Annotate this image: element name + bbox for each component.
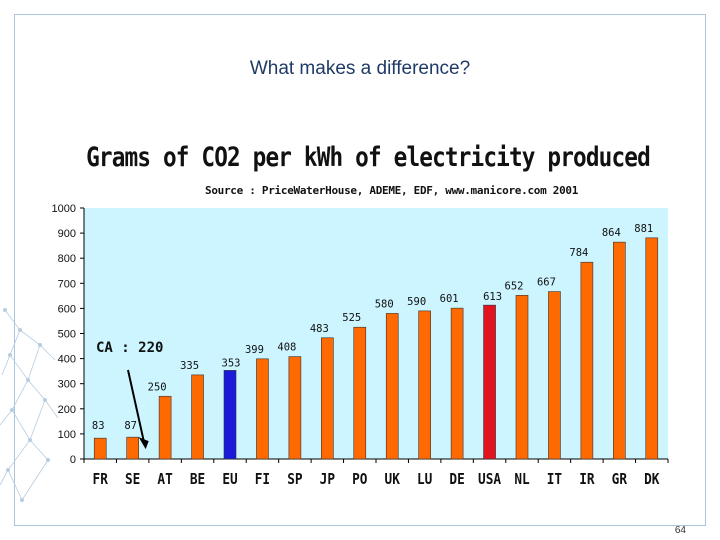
- bar-sp: [288, 356, 302, 460]
- category-label-sp: SP: [287, 471, 302, 488]
- bar-uk: [385, 313, 399, 460]
- bar-de: [450, 307, 464, 460]
- slide-frame: [14, 14, 706, 526]
- category-label-se: SE: [125, 471, 140, 488]
- data-label-at: 250: [148, 381, 167, 393]
- bar-eu: [223, 370, 237, 460]
- data-label-nl: 652: [505, 280, 524, 292]
- slide-title: What makes a difference?: [249, 58, 471, 79]
- category-label-lu: LU: [417, 471, 432, 488]
- y-tick-label: 200: [58, 404, 76, 416]
- data-label-ir: 784: [569, 247, 588, 259]
- y-tick-label: 100: [58, 429, 76, 441]
- decorative-network-graphic: [0, 308, 59, 502]
- bar-usa: [483, 304, 496, 460]
- category-label-jp: JP: [320, 471, 335, 488]
- bar-ir: [580, 261, 594, 460]
- data-label-se: 87: [124, 420, 137, 432]
- data-label-po: 525: [342, 312, 361, 324]
- bar-it: [548, 291, 561, 460]
- annotation-arrow-head: [138, 437, 149, 450]
- category-label-it: IT: [547, 471, 562, 488]
- bar-at: [158, 395, 172, 460]
- data-label-it: 667: [537, 277, 556, 289]
- category-label-po: PO: [352, 471, 367, 488]
- data-label-uk: 580: [375, 298, 394, 310]
- y-tick-label: 300: [58, 379, 76, 391]
- data-label-de: 601: [440, 293, 459, 305]
- data-label-lu: 590: [407, 296, 426, 308]
- category-label-nl: NL: [514, 471, 529, 488]
- category-label-eu: EU: [222, 471, 237, 488]
- chart-subtitle: Source : PriceWaterHouse, ADEME, EDF, ww…: [205, 184, 579, 197]
- category-label-fr: FR: [93, 471, 109, 488]
- y-tick-label: 400: [58, 354, 76, 366]
- bar-be: [191, 374, 204, 460]
- y-tick-label: 700: [58, 278, 76, 290]
- y-tick-label: 500: [58, 329, 76, 341]
- plot-background: [84, 208, 668, 459]
- bar-fi: [256, 358, 269, 460]
- data-label-usa: 613: [483, 291, 502, 303]
- annotation-text: CA : 220: [96, 340, 163, 356]
- data-label-dk: 881: [634, 223, 653, 235]
- data-label-sp: 408: [277, 342, 296, 354]
- category-label-dk: DK: [644, 471, 660, 488]
- chart-title: Grams of CO2 per kWh of electricity prod…: [86, 142, 651, 173]
- page-number: 64: [674, 525, 686, 536]
- data-label-fr: 83: [92, 420, 105, 432]
- category-label-be: BE: [190, 471, 205, 488]
- data-label-eu: 353: [222, 357, 241, 369]
- category-label-usa: USA: [478, 471, 502, 488]
- data-label-be: 335: [180, 360, 199, 372]
- bar-jp: [321, 337, 334, 460]
- category-label-ir: IR: [579, 471, 595, 488]
- category-label-de: DE: [449, 471, 464, 488]
- data-label-gr: 864: [602, 227, 621, 239]
- data-label-fi: 399: [245, 344, 264, 356]
- bar-gr: [613, 241, 626, 460]
- category-label-gr: GR: [612, 471, 628, 488]
- bar-dk: [645, 237, 659, 460]
- category-label-uk: UK: [385, 471, 401, 488]
- category-label-fi: FI: [255, 471, 270, 488]
- y-tick-label: 0: [70, 454, 76, 466]
- y-tick-label: 900: [58, 228, 76, 240]
- y-tick-label: 1000: [52, 203, 76, 215]
- y-tick-label: 600: [58, 303, 76, 315]
- y-tick-label: 800: [58, 253, 76, 265]
- data-label-jp: 483: [310, 323, 329, 335]
- annotation-arrow-line: [127, 369, 146, 446]
- bar-nl: [515, 295, 529, 460]
- bar-po: [353, 326, 367, 460]
- category-label-at: AT: [157, 471, 172, 488]
- bar-se: [126, 436, 139, 460]
- bar-lu: [418, 310, 431, 460]
- bar-fr: [93, 437, 107, 460]
